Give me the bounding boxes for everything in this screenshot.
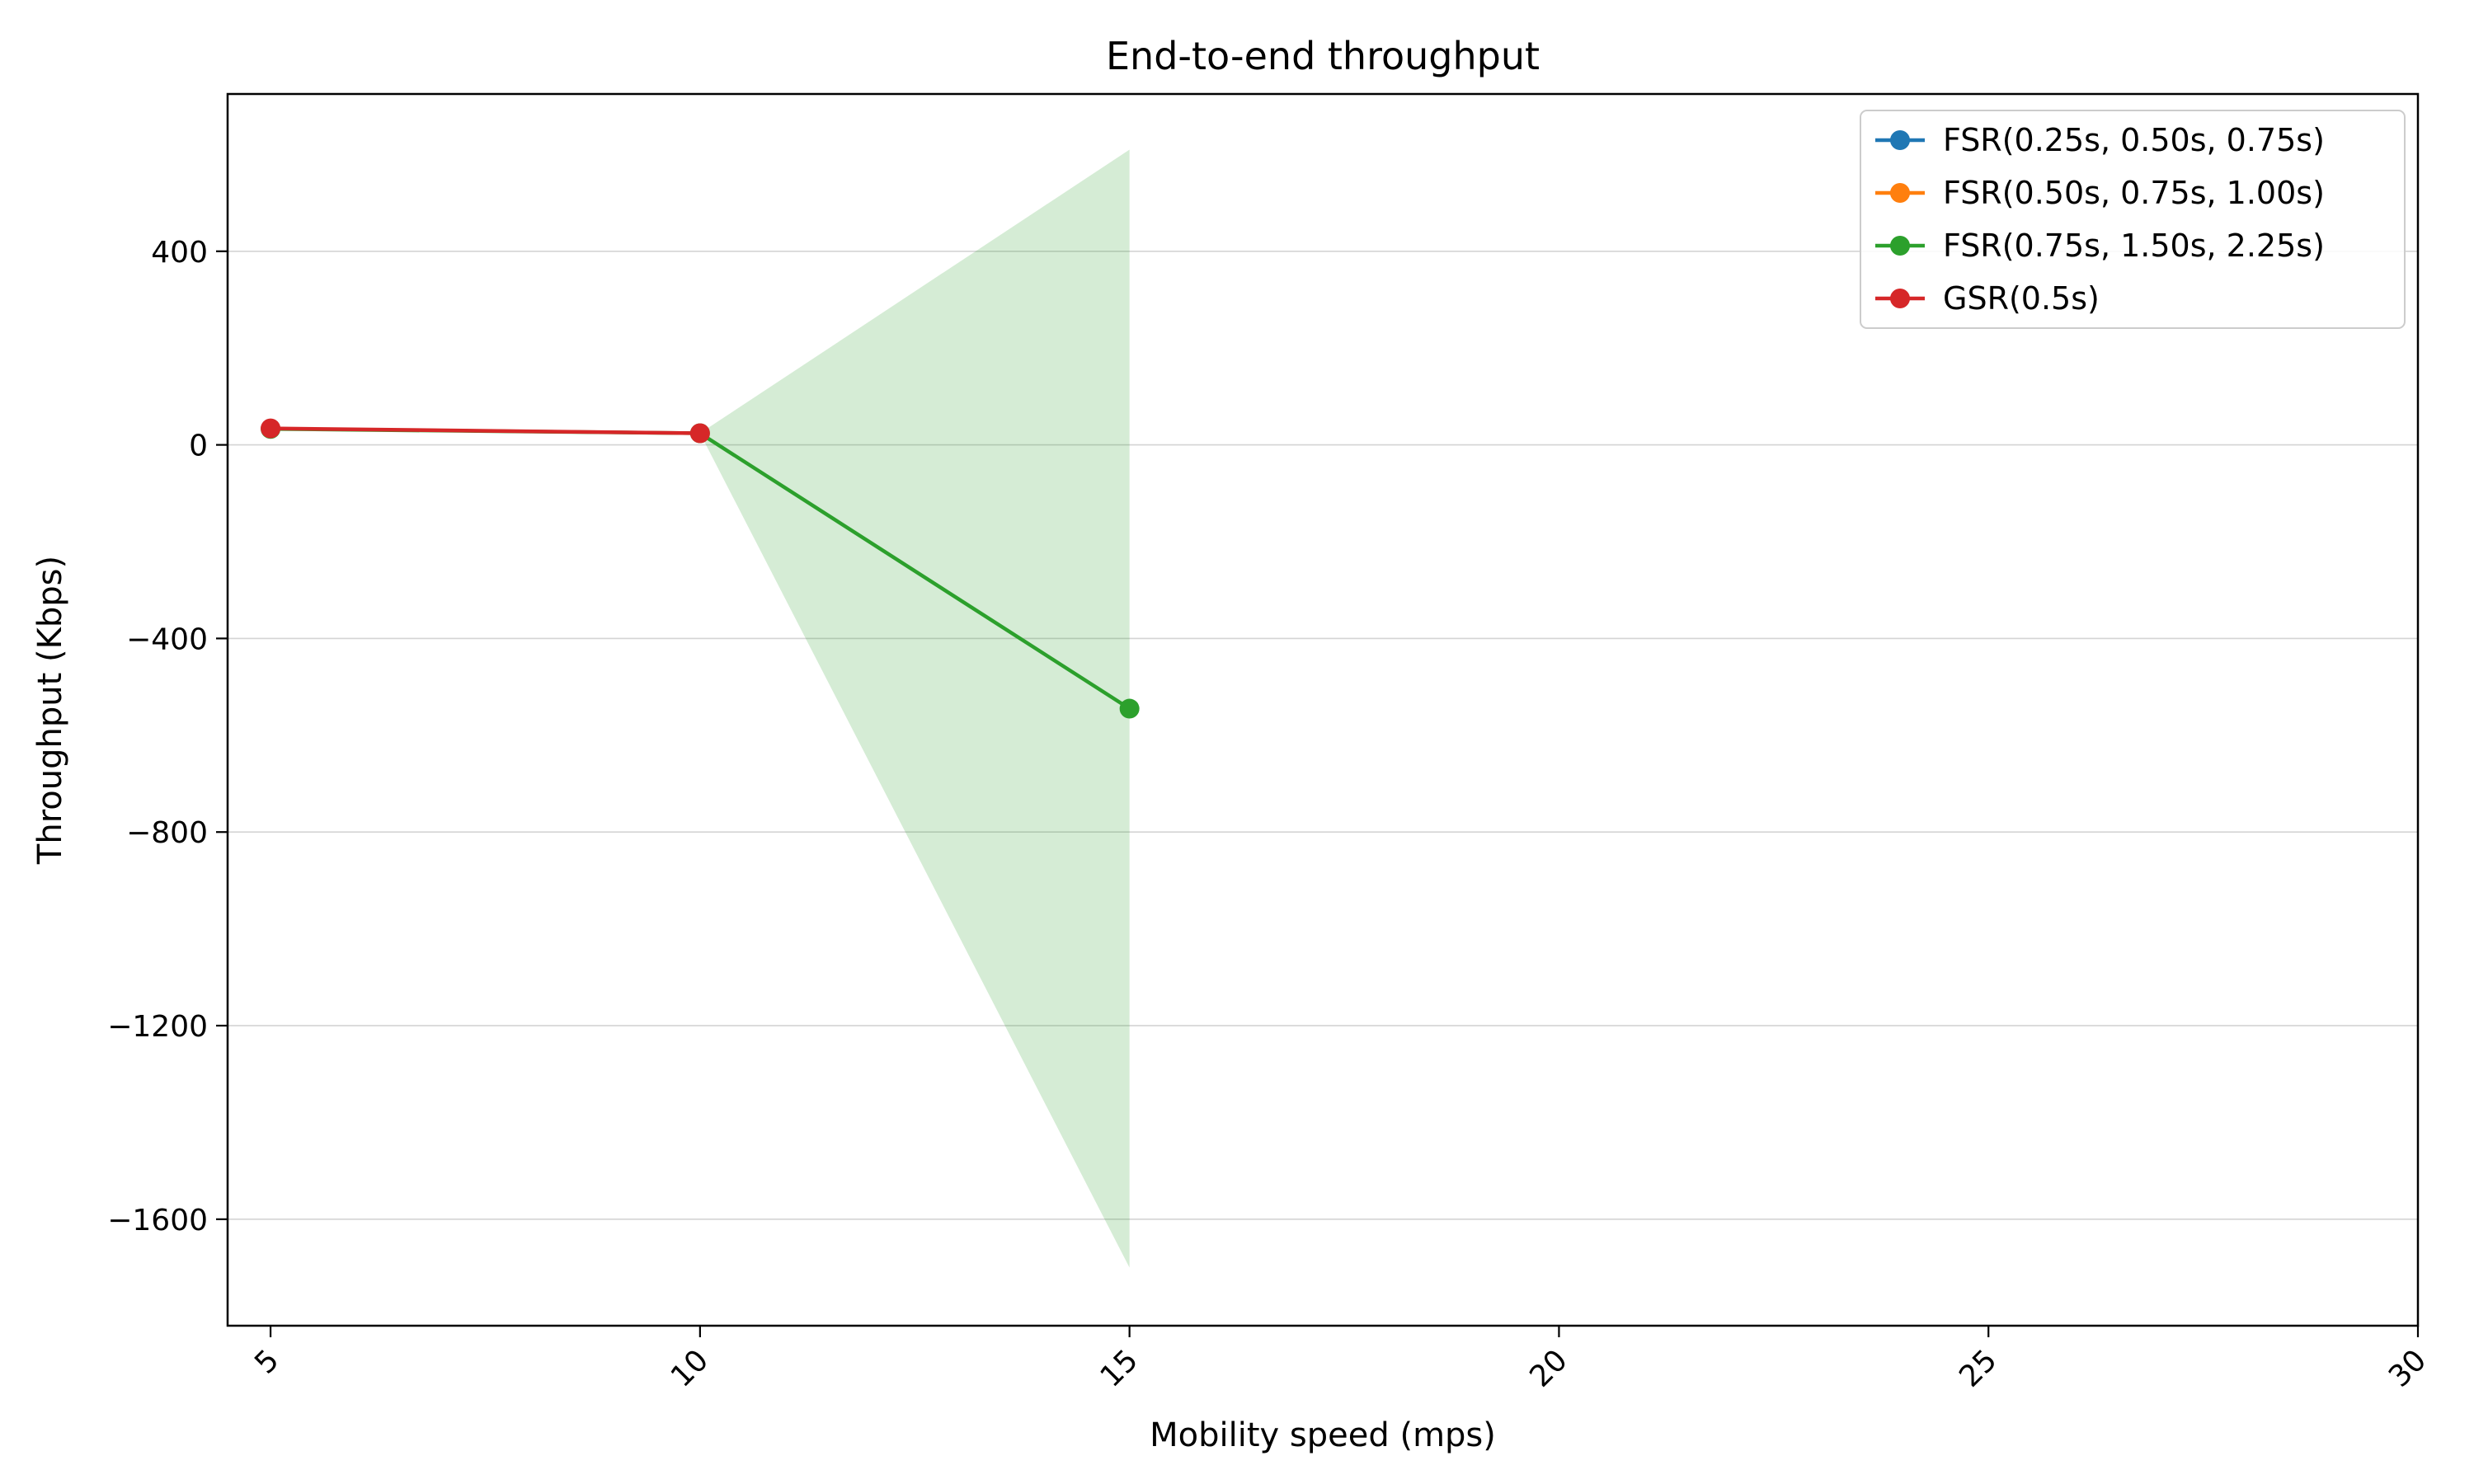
series-line xyxy=(268,426,703,435)
y-tick-label: 400 xyxy=(151,236,208,270)
series-lines xyxy=(261,418,1140,719)
legend-label: FSR(0.75s, 1.50s, 2.25s) xyxy=(1943,228,2325,264)
data-point xyxy=(261,418,281,439)
plot-frame xyxy=(226,92,2420,1327)
legend-label: GSR(0.5s) xyxy=(1943,280,2100,317)
y-tick-label: −400 xyxy=(126,622,208,656)
legend-label: FSR(0.50s, 0.75s, 1.00s) xyxy=(1943,175,2325,211)
grid-lines xyxy=(228,250,2418,1220)
legend-marker xyxy=(1890,183,1910,203)
y-axis-label: Throughput (Kbps) xyxy=(31,556,69,865)
legend-box xyxy=(1860,110,2406,329)
y-tick-label: −800 xyxy=(126,816,208,850)
chart-title: End-to-end throughput xyxy=(1106,34,1540,78)
confidence-bands xyxy=(270,149,1130,1268)
x-axis-label: Mobility speed (mps) xyxy=(1150,1416,1496,1454)
legend-label: FSR(0.25s, 0.50s, 0.75s) xyxy=(1943,122,2325,158)
y-tick-label: −1600 xyxy=(107,1204,208,1237)
legend-marker xyxy=(1890,130,1910,150)
data-point xyxy=(1119,698,1140,719)
legend-marker xyxy=(1890,289,1910,308)
legend-marker xyxy=(1890,236,1910,256)
y-tick-label: −1200 xyxy=(107,1010,208,1044)
data-point xyxy=(689,423,710,444)
confidence-band xyxy=(270,149,1130,1268)
legend: FSR(0.25s, 0.50s, 0.75s) FSR(0.50s, 0.75s… xyxy=(1860,110,2406,329)
y-tick-label: 0 xyxy=(189,430,208,463)
